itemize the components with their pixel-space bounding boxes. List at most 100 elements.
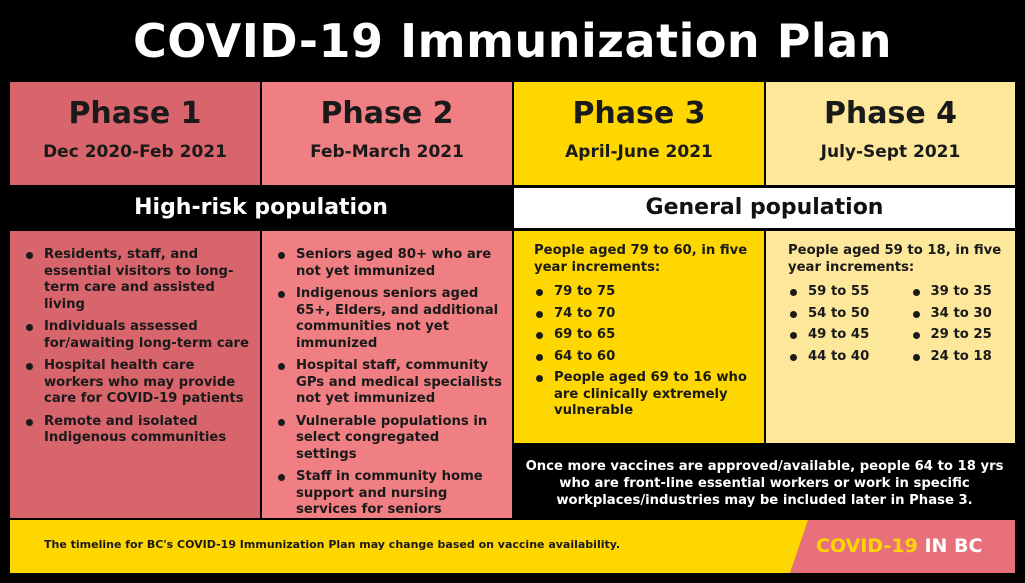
- list-item-text: 24 to 18: [930, 348, 992, 364]
- list-item-text: 54 to 50: [808, 305, 870, 321]
- footer: The timeline for BC's COVID-19 Immunizat…: [10, 520, 1015, 573]
- phase-2-list: Seniors aged 80+ who are not yet immuniz…: [276, 247, 502, 519]
- phase-3-dates: April-June 2021: [565, 142, 713, 162]
- page-title: COVID-19 Immunization Plan: [133, 14, 892, 68]
- phase-4-header: Phase 4 July-Sept 2021: [766, 82, 1015, 185]
- list-item: 59 to 55: [788, 284, 883, 301]
- bullet-icon: [536, 332, 543, 339]
- phase-4-list-left: 59 to 55 54 to 50 49 to 45 44 to 40: [788, 284, 883, 370]
- bullet-icon: [790, 310, 797, 318]
- bullet-icon: [912, 289, 920, 296]
- bullet-icon: [536, 353, 543, 361]
- bullet-icon: [536, 289, 543, 296]
- list-item: 34 to 30: [911, 306, 1006, 323]
- bullet-icon: [26, 324, 33, 331]
- phase-1-list: Residents, staff, and essential visitors…: [24, 247, 250, 447]
- bullet-icon: [278, 418, 285, 426]
- bullet-icon: [912, 353, 920, 361]
- phase-3-list: 79 to 75 74 to 70 69 to 65 64 to 60 Peop…: [534, 284, 754, 420]
- list-item-text: People aged 69 to 16 who are clinically …: [554, 370, 747, 418]
- list-item: Remote and isolated Indigenous communiti…: [24, 414, 250, 447]
- phase-4-list-right: 39 to 35 34 to 30 29 to 25 24 to 18: [911, 284, 1006, 370]
- brand-text-secondary: IN BC: [924, 535, 983, 557]
- phase-4-dates: July-Sept 2021: [820, 142, 961, 162]
- list-item: Hospital health care workers who may pro…: [24, 358, 250, 408]
- phase-4-body: People aged 59 to 18, in five year incre…: [766, 231, 1015, 443]
- phase-3-name: Phase 3: [572, 96, 706, 131]
- list-item: 49 to 45: [788, 327, 883, 344]
- high-risk-band: High-risk population: [10, 188, 512, 228]
- list-item-text: 74 to 70: [554, 305, 616, 321]
- phase-2-header: Phase 2 Feb-March 2021: [262, 82, 512, 185]
- phase-1-header: Phase 1 Dec 2020-Feb 2021: [10, 82, 260, 185]
- list-item-text: 59 to 55: [808, 284, 870, 299]
- list-item-text: 49 to 45: [808, 327, 870, 342]
- phase-1-dates: Dec 2020-Feb 2021: [43, 142, 227, 162]
- list-item: 74 to 70: [534, 306, 754, 323]
- phase-2-dates: Feb-March 2021: [310, 142, 464, 162]
- list-item: 39 to 35: [911, 284, 1006, 301]
- list-item-text: Individuals assessed for/awaiting long-t…: [44, 319, 249, 351]
- list-item-text: 69 to 65: [554, 327, 616, 342]
- list-item-text: Vulnerable populations in select congreg…: [296, 413, 488, 462]
- list-item: 44 to 40: [788, 349, 883, 366]
- list-item: 69 to 65: [534, 327, 754, 344]
- bullet-icon: [26, 363, 33, 370]
- phase-4-intro: People aged 59 to 18, in five year incre…: [788, 243, 1002, 275]
- list-item-text: 34 to 30: [930, 305, 992, 321]
- phase-4-name: Phase 4: [823, 96, 958, 131]
- list-item: 64 to 60: [534, 349, 754, 366]
- list-item-text: Indigenous seniors aged 65+, Elders, and…: [296, 286, 499, 351]
- bullet-icon: [278, 252, 285, 259]
- list-item-text: 44 to 40: [808, 348, 870, 364]
- list-item-text: Residents, staff, and essential visitors…: [44, 247, 234, 312]
- bullet-icon: [26, 252, 33, 259]
- bullet-icon: [278, 474, 285, 481]
- list-item-text: Hospital staff, community GPs and medica…: [296, 358, 503, 406]
- list-item: 54 to 50: [788, 306, 883, 323]
- phase-3-intro: People aged 79 to 60, in five year incre…: [534, 243, 748, 275]
- list-item: Individuals assessed for/awaiting long-t…: [24, 319, 250, 352]
- list-item: Vulnerable populations in select congreg…: [276, 414, 502, 464]
- list-item-text: Hospital health care workers who may pro…: [44, 358, 244, 406]
- list-item-text: Seniors aged 80+ who are not yet immuniz…: [296, 247, 492, 279]
- list-item: 79 to 75: [534, 284, 754, 301]
- bullet-icon: [26, 418, 33, 426]
- list-item-text: 39 to 35: [930, 284, 992, 299]
- list-item: People aged 69 to 16 who are clinically …: [534, 370, 754, 420]
- phase-3-body: People aged 79 to 60, in five year incre…: [514, 231, 764, 443]
- phase-2-body: Seniors aged 80+ who are not yet immuniz…: [262, 231, 512, 518]
- list-item-text: Remote and isolated Indigenous communiti…: [44, 413, 227, 446]
- covid-in-bc-logo: COVID-19 IN BC: [790, 520, 1015, 573]
- list-item: Hospital staff, community GPs and medica…: [276, 358, 502, 408]
- list-item: 24 to 18: [911, 349, 1006, 366]
- list-item-text: 79 to 75: [554, 284, 616, 299]
- phase-1-body: Residents, staff, and essential visitors…: [10, 231, 260, 518]
- brand-text-primary: COVID-19: [816, 535, 918, 557]
- list-item-text: Staff in community home support and nurs…: [296, 469, 483, 517]
- list-item: Indigenous seniors aged 65+, Elders, and…: [276, 286, 502, 352]
- bullet-icon: [536, 310, 543, 318]
- list-item: Residents, staff, and essential visitors…: [24, 247, 250, 313]
- phase-1-name: Phase 1: [68, 96, 202, 131]
- list-item-text: 29 to 25: [930, 327, 992, 342]
- general-population-band: General population: [514, 188, 1015, 228]
- bullet-icon: [278, 291, 285, 298]
- bullet-icon: [790, 289, 797, 296]
- bullet-icon: [536, 375, 543, 382]
- bullet-icon: [790, 332, 797, 339]
- list-item: Seniors aged 80+ who are not yet immuniz…: [276, 247, 502, 280]
- phase-4-age-columns: 59 to 55 54 to 50 49 to 45 44 to 40 39 t…: [788, 284, 1005, 370]
- footer-disclaimer: The timeline for BC's COVID-19 Immunizat…: [44, 538, 621, 551]
- phase-3-note: Once more vaccines are approved/availabl…: [514, 445, 1015, 518]
- bullet-icon: [912, 310, 920, 318]
- list-item: 29 to 25: [911, 327, 1006, 344]
- bullet-icon: [912, 332, 920, 339]
- bullet-icon: [790, 353, 797, 361]
- bullet-icon: [278, 363, 285, 370]
- phase-3-header: Phase 3 April-June 2021: [514, 82, 764, 185]
- list-item: Staff in community home support and nurs…: [276, 469, 502, 519]
- phase-2-name: Phase 2: [320, 96, 454, 131]
- list-item-text: 64 to 60: [554, 348, 616, 364]
